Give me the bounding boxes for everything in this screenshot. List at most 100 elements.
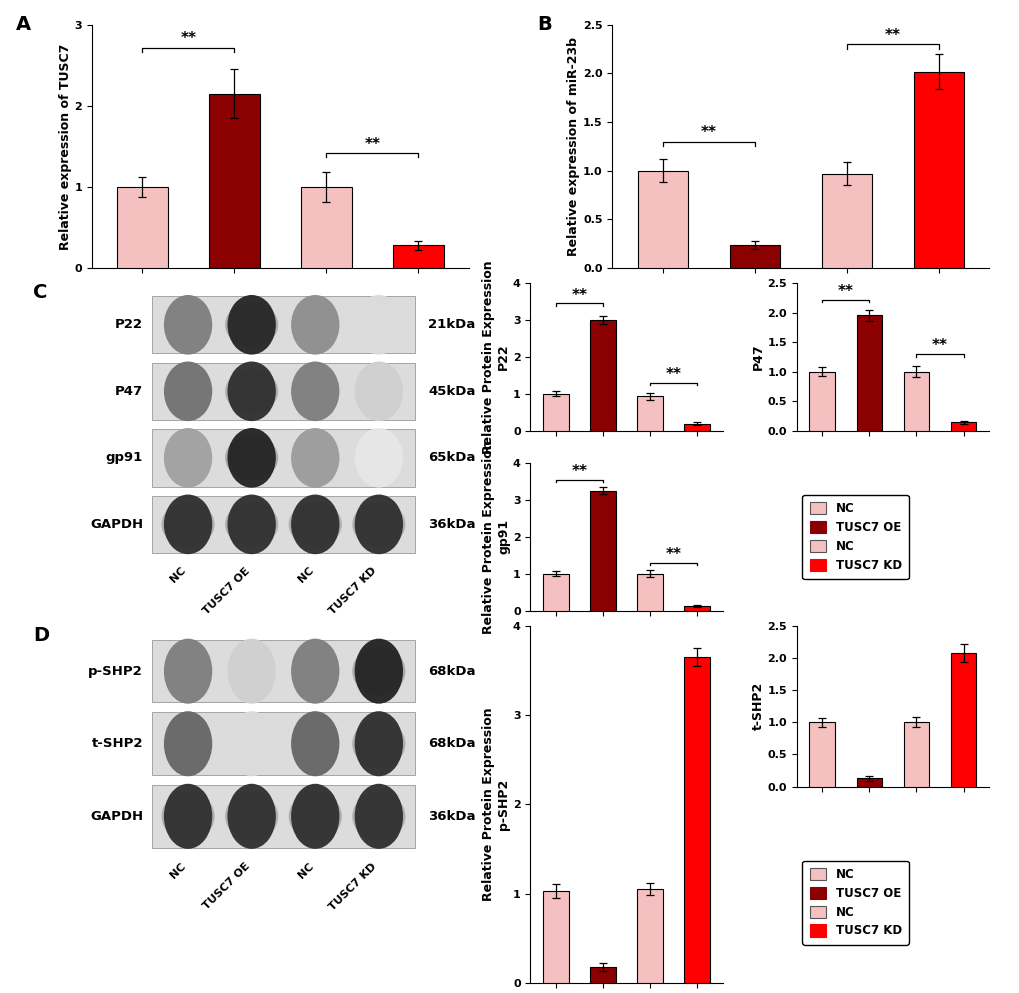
- Ellipse shape: [161, 791, 214, 841]
- Text: NC: NC: [296, 565, 315, 585]
- Bar: [543, 574, 569, 611]
- Ellipse shape: [227, 638, 275, 704]
- Ellipse shape: [288, 791, 341, 841]
- Bar: [684, 607, 709, 611]
- Ellipse shape: [164, 783, 212, 849]
- Text: TUSC7 OE: TUSC7 OE: [201, 861, 252, 912]
- Ellipse shape: [355, 428, 403, 488]
- Ellipse shape: [290, 711, 339, 777]
- Text: **: **: [931, 338, 947, 354]
- Bar: [684, 657, 709, 983]
- Legend: NC, TUSC7 OE, NC, TUSC7 KD: NC, TUSC7 OE, NC, TUSC7 KD: [802, 495, 908, 579]
- Bar: [590, 491, 615, 611]
- Ellipse shape: [355, 361, 403, 421]
- Text: **: **: [665, 547, 681, 562]
- Bar: [820, 174, 871, 268]
- Ellipse shape: [227, 783, 275, 849]
- Ellipse shape: [227, 711, 275, 777]
- Bar: [637, 171, 688, 268]
- Text: **: **: [180, 31, 197, 47]
- Text: TUSC7 OE: TUSC7 OE: [201, 565, 252, 616]
- Ellipse shape: [288, 502, 341, 547]
- Y-axis label: Relative expression of miR-23b: Relative expression of miR-23b: [567, 37, 580, 256]
- Y-axis label: Relative Protein Expression
P22: Relative Protein Expression P22: [482, 260, 510, 454]
- Ellipse shape: [225, 436, 278, 481]
- Bar: [637, 396, 662, 431]
- Ellipse shape: [290, 428, 339, 488]
- Ellipse shape: [225, 791, 278, 841]
- Ellipse shape: [290, 495, 339, 554]
- Ellipse shape: [290, 361, 339, 421]
- Ellipse shape: [355, 495, 403, 554]
- Text: t-SHP2: t-SHP2: [92, 737, 143, 751]
- Ellipse shape: [225, 303, 278, 348]
- Bar: [392, 245, 443, 268]
- Text: NC: NC: [168, 565, 187, 585]
- Text: P47: P47: [115, 385, 143, 398]
- Y-axis label: t-SHP2: t-SHP2: [751, 682, 763, 730]
- Text: TUSC7 KD: TUSC7 KD: [327, 861, 378, 913]
- Y-axis label: Relative Protein Expression
gp91: Relative Protein Expression gp91: [482, 440, 510, 634]
- FancyBboxPatch shape: [152, 785, 415, 848]
- Text: GAPDH: GAPDH: [90, 517, 143, 531]
- Text: **: **: [665, 366, 681, 382]
- Bar: [590, 320, 615, 431]
- Bar: [543, 393, 569, 431]
- Text: 36kDa: 36kDa: [428, 810, 475, 823]
- Ellipse shape: [290, 783, 339, 849]
- Ellipse shape: [355, 711, 403, 777]
- Text: B: B: [536, 15, 551, 34]
- Bar: [637, 890, 662, 983]
- Legend: NC, TUSC7 OE, NC, TUSC7 KD: NC, TUSC7 OE, NC, TUSC7 KD: [802, 861, 908, 944]
- Text: NC: NC: [168, 861, 187, 881]
- Bar: [809, 371, 835, 431]
- Bar: [950, 652, 975, 786]
- Bar: [543, 891, 569, 983]
- FancyBboxPatch shape: [152, 362, 415, 420]
- Text: GAPDH: GAPDH: [90, 810, 143, 823]
- Text: 68kDa: 68kDa: [428, 737, 475, 751]
- Bar: [809, 722, 835, 786]
- Ellipse shape: [227, 428, 275, 488]
- Text: 65kDa: 65kDa: [428, 452, 475, 465]
- Ellipse shape: [290, 638, 339, 704]
- Text: **: **: [572, 464, 587, 479]
- Bar: [913, 71, 963, 268]
- Ellipse shape: [227, 295, 275, 355]
- Ellipse shape: [355, 295, 403, 355]
- Bar: [856, 316, 881, 431]
- FancyBboxPatch shape: [152, 712, 415, 775]
- Ellipse shape: [164, 638, 212, 704]
- Text: NC: NC: [296, 861, 315, 881]
- Text: 68kDa: 68kDa: [428, 664, 475, 677]
- Ellipse shape: [352, 719, 405, 769]
- Text: A: A: [16, 15, 32, 34]
- Ellipse shape: [355, 783, 403, 849]
- FancyBboxPatch shape: [152, 296, 415, 354]
- Bar: [590, 967, 615, 983]
- Ellipse shape: [164, 428, 212, 488]
- Ellipse shape: [225, 502, 278, 547]
- Bar: [856, 779, 881, 786]
- FancyBboxPatch shape: [152, 639, 415, 702]
- FancyBboxPatch shape: [152, 429, 415, 487]
- Bar: [301, 187, 352, 268]
- Ellipse shape: [164, 495, 212, 554]
- Ellipse shape: [352, 502, 405, 547]
- Text: **: **: [700, 125, 716, 140]
- Text: **: **: [838, 284, 853, 299]
- Text: gp91: gp91: [106, 452, 143, 465]
- Text: **: **: [364, 137, 380, 152]
- Bar: [729, 244, 780, 268]
- Ellipse shape: [164, 361, 212, 421]
- Ellipse shape: [227, 495, 275, 554]
- Text: 36kDa: 36kDa: [428, 517, 475, 531]
- Ellipse shape: [352, 791, 405, 841]
- Ellipse shape: [164, 711, 212, 777]
- Y-axis label: Relative Protein Expression
p-SHP2: Relative Protein Expression p-SHP2: [482, 708, 510, 901]
- Ellipse shape: [225, 369, 278, 414]
- Bar: [903, 722, 928, 786]
- Ellipse shape: [352, 646, 405, 695]
- Ellipse shape: [161, 502, 214, 547]
- Bar: [117, 187, 167, 268]
